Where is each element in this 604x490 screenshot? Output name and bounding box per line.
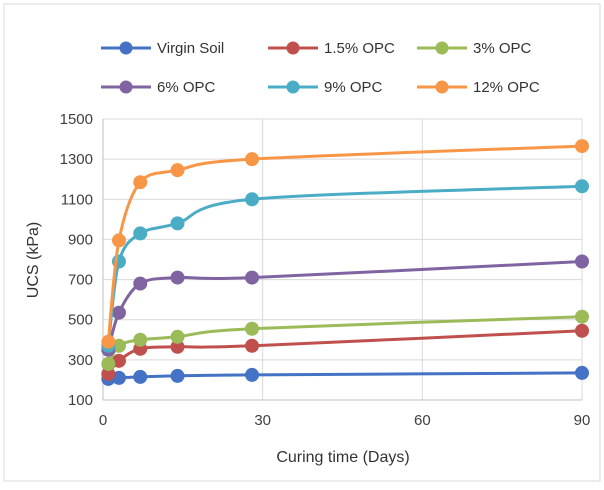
legend-marker: [119, 80, 133, 94]
legend-marker: [435, 80, 449, 94]
data-point: [133, 175, 148, 190]
y-tick-label: 1500: [60, 111, 93, 128]
data-point: [245, 152, 260, 167]
legend-entry: 6% OPC: [101, 79, 216, 96]
legend-label: Virgin Soil: [157, 40, 224, 57]
legend-entry: 1.5% OPC: [268, 40, 395, 57]
series-layer: [101, 139, 589, 386]
x-tick-label: 90: [574, 412, 591, 429]
legend-label: 3% OPC: [473, 40, 532, 57]
data-point: [133, 369, 148, 384]
legend-entry: 12% OPC: [417, 79, 540, 96]
chart-border: [3, 3, 601, 482]
series-12-opc: [101, 139, 589, 349]
x-tick-label: 60: [414, 412, 431, 429]
data-point: [575, 365, 589, 380]
x-tick-label: 0: [99, 412, 107, 429]
y-tick-label: 300: [68, 352, 93, 369]
data-point: [575, 309, 589, 324]
legend-entry: 9% OPC: [268, 79, 383, 96]
legend-label: 12% OPC: [473, 79, 540, 96]
data-point: [170, 163, 185, 178]
data-point: [101, 356, 116, 371]
data-point: [133, 332, 148, 347]
legend-marker: [119, 41, 133, 55]
data-point: [170, 270, 185, 285]
data-point: [245, 192, 260, 207]
x-tick-label: 30: [254, 412, 271, 429]
data-point: [575, 254, 589, 269]
series-3-opc: [101, 309, 589, 371]
y-tick-label: 100: [68, 392, 93, 409]
data-point: [170, 329, 185, 344]
legend-label: 6% OPC: [157, 79, 216, 96]
legend-entry: 3% OPC: [417, 40, 532, 57]
data-point: [111, 233, 126, 248]
y-tick-label: 700: [68, 272, 93, 289]
data-point: [133, 276, 148, 291]
data-point: [575, 139, 589, 154]
legend-marker: [435, 41, 449, 55]
legend: Virgin Soil 1.5% OPC 3% OPC 6% OPC 9% OPC 12%…: [101, 40, 540, 96]
data-point: [101, 334, 116, 349]
data-point: [245, 321, 260, 336]
legend-marker: [286, 80, 300, 94]
data-point: [575, 323, 589, 338]
x-axis-title: Curing time (Days): [276, 449, 409, 466]
y-tick-label: 1300: [60, 151, 93, 168]
data-point: [245, 338, 260, 353]
data-point: [575, 179, 589, 194]
data-point: [111, 305, 126, 320]
data-point: [245, 367, 260, 382]
legend-entry: Virgin Soil: [101, 40, 224, 57]
data-point: [170, 368, 185, 383]
y-tick-label: 1100: [61, 191, 93, 208]
y-axis-title: UCS (kPa): [25, 222, 42, 298]
legend-label: 9% OPC: [324, 79, 383, 96]
y-tick-label: 900: [68, 231, 93, 248]
data-point: [170, 216, 185, 231]
data-point: [245, 270, 260, 285]
y-tick-label: 500: [68, 312, 93, 329]
legend-label: 1.5% OPC: [324, 40, 395, 57]
legend-marker: [286, 41, 300, 55]
data-point: [133, 226, 148, 241]
